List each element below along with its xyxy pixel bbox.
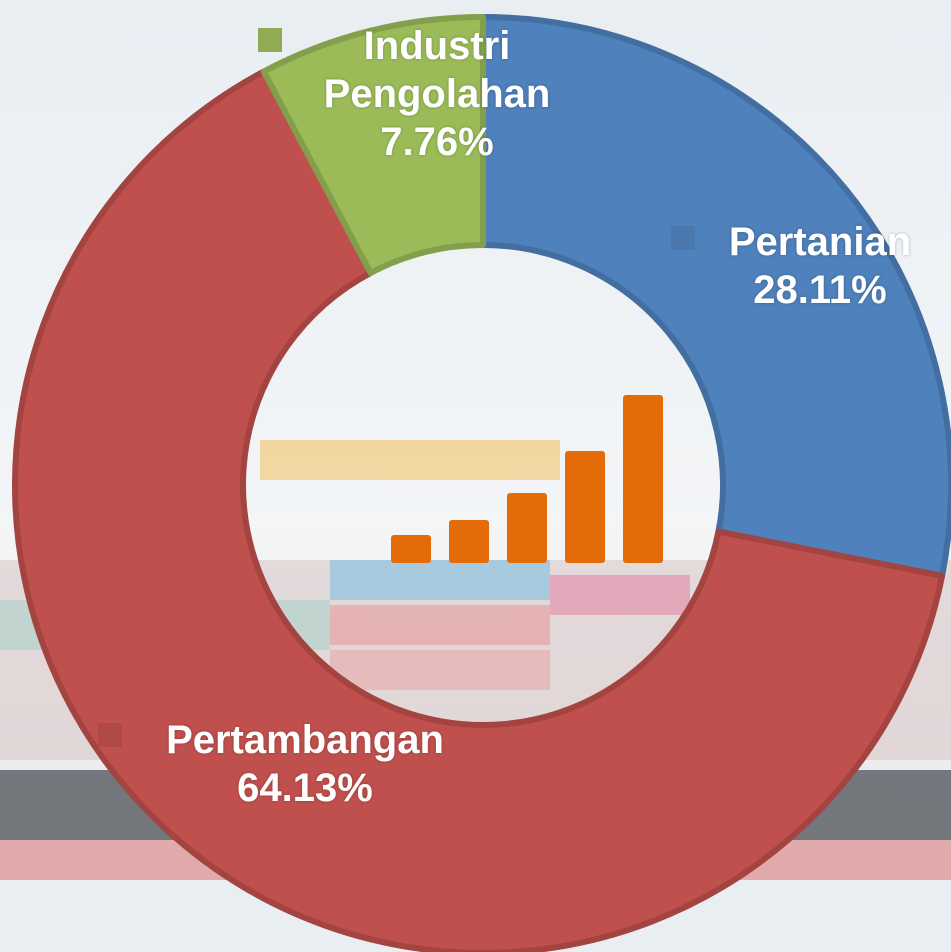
legend-swatch	[98, 723, 122, 747]
value-label: 7.76%	[380, 120, 494, 164]
legend-swatch	[258, 28, 282, 52]
donut	[12, 14, 951, 952]
category-label: Pertanian	[728, 220, 912, 264]
donut-slice	[260, 14, 486, 276]
data-label: Industri Pengolahan 7.76%	[287, 22, 587, 166]
donut-slice	[12, 68, 946, 952]
value-label: 28.11%	[753, 268, 887, 312]
category-label: Industri Pengolahan	[323, 24, 551, 116]
data-label: Pertanian 28.11%	[690, 218, 950, 314]
value-label: 64.13%	[237, 766, 373, 810]
category-label: Pertambangan	[166, 718, 444, 762]
data-label: Pertambangan 64.13%	[60, 716, 550, 812]
center-icon	[391, 395, 663, 563]
legend-swatch	[671, 226, 695, 250]
